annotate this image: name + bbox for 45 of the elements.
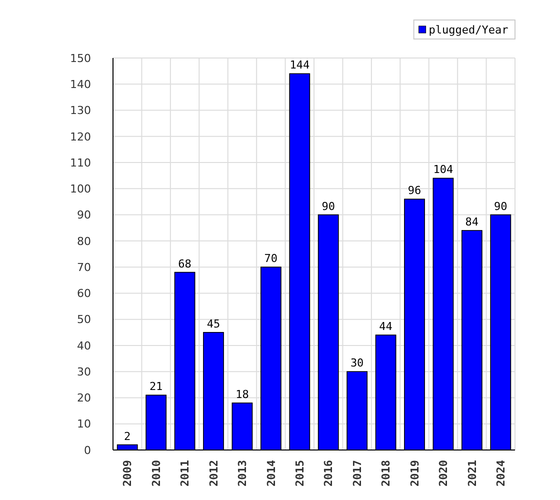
data-label: 18 <box>236 388 249 401</box>
y-tick-label: 50 <box>77 313 91 326</box>
y-tick-label: 30 <box>77 365 91 378</box>
data-label: 68 <box>178 257 192 270</box>
y-tick-label: 60 <box>77 287 91 300</box>
y-tick-label: 150 <box>70 52 91 65</box>
data-label: 45 <box>206 317 220 330</box>
y-tick-label: 10 <box>77 418 91 431</box>
x-tick-label: 2017 <box>350 460 364 486</box>
y-tick-label: 110 <box>70 156 91 170</box>
x-tick-label: 2011 <box>178 460 192 486</box>
legend-label: plugged/Year <box>428 24 509 36</box>
x-tick-label: 2019 <box>408 460 422 486</box>
data-label: 70 <box>264 252 278 266</box>
data-label: 30 <box>350 356 364 370</box>
y-tick-label: 120 <box>70 130 91 144</box>
y-tick-label: 70 <box>77 260 91 274</box>
data-label: 44 <box>379 320 393 334</box>
y-tick-label: 100 <box>70 182 91 196</box>
x-tick-label: 2014 <box>264 460 278 486</box>
y-tick-label: 130 <box>70 104 91 118</box>
x-tick-label: 2013 <box>236 460 250 486</box>
y-tick-label: 40 <box>77 339 91 352</box>
x-tick-label: 2012 <box>207 460 220 486</box>
y-tick-label: 90 <box>77 208 91 222</box>
x-tick-label: 2015 <box>293 460 306 486</box>
x-tick-label: 2016 <box>322 460 336 486</box>
x-tick-label: 2010 <box>150 460 163 486</box>
data-label: 2 <box>124 430 131 443</box>
data-label: 21 <box>149 380 163 394</box>
x-tick-label: 2009 <box>121 460 134 486</box>
x-tick-label: 2020 <box>437 460 450 486</box>
x-tick-label: 2018 <box>380 460 393 486</box>
x-tick-label: 2024 <box>494 460 508 486</box>
y-tick-label: 20 <box>77 392 91 405</box>
data-label: 104 <box>433 163 454 176</box>
y-tick-label: 80 <box>77 234 91 248</box>
y-tick-label: 140 <box>70 78 91 91</box>
y-tick-label: 0 <box>84 444 91 457</box>
data-label: 90 <box>494 200 508 213</box>
data-label: 96 <box>408 184 422 198</box>
data-label: 144 <box>290 58 310 72</box>
data-label: 84 <box>465 215 479 228</box>
x-tick-label: 2021 <box>466 460 479 486</box>
data-label: 90 <box>322 200 335 213</box>
